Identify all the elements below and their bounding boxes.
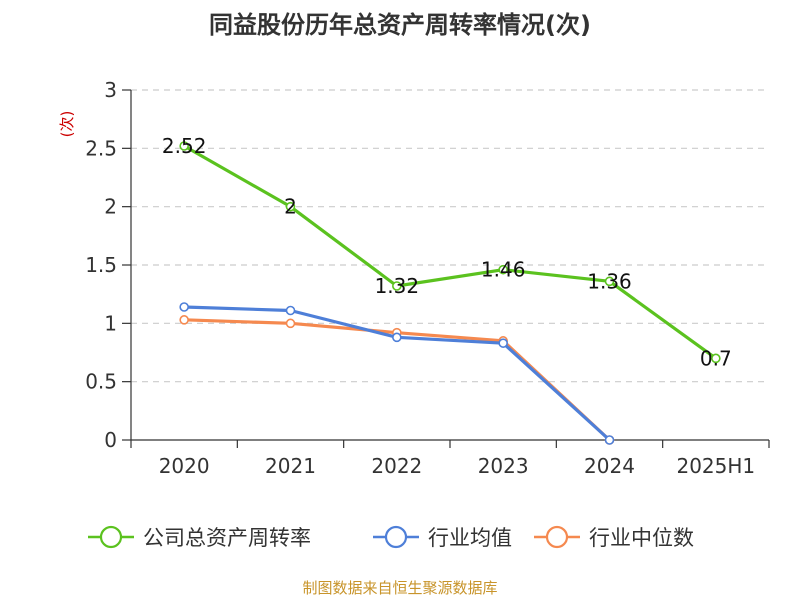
chart-title: 同益股份历年总资产周转率情况(次) bbox=[209, 11, 591, 39]
data-point bbox=[498, 338, 508, 348]
series-line-1 bbox=[184, 305, 611, 442]
data-label: 1.46 bbox=[481, 258, 526, 282]
legend-label: 行业中位数 bbox=[589, 526, 694, 550]
legend-marker bbox=[384, 525, 408, 549]
y-tick-label: 1.5 bbox=[85, 253, 117, 277]
x-tick-label: 2024 bbox=[584, 454, 635, 478]
y-tick-label: 2.5 bbox=[85, 136, 117, 160]
x-tick-label: 2025H1 bbox=[676, 454, 755, 478]
legend[interactable]: 公司总资产周转率 行业均值 行业中位数 bbox=[88, 525, 694, 550]
legend-item-0[interactable]: 公司总资产周转率 bbox=[88, 525, 311, 550]
legend-marker bbox=[99, 525, 123, 549]
y-tick-label: 0.5 bbox=[85, 370, 117, 394]
x-tick-label: 2023 bbox=[478, 454, 529, 478]
data-point bbox=[604, 435, 615, 445]
data-point bbox=[285, 305, 296, 316]
legend-marker bbox=[545, 525, 569, 549]
y-tick-label: 3 bbox=[104, 78, 117, 102]
data-labels: 2.52 2 1.32 1.46 1.36 0.7 bbox=[162, 134, 732, 370]
data-point bbox=[498, 264, 508, 275]
series-lines bbox=[179, 141, 721, 445]
y-tick-label: 1 bbox=[104, 311, 117, 335]
x-tick-label: 2022 bbox=[371, 454, 422, 478]
data-label: 2.52 bbox=[162, 134, 207, 158]
data-point bbox=[179, 302, 189, 312]
legend-label: 公司总资产周转率 bbox=[143, 526, 311, 550]
y-axis-unit-label: (次) bbox=[58, 111, 76, 138]
data-point bbox=[392, 332, 402, 343]
data-point bbox=[285, 201, 296, 212]
x-tick-label: 2021 bbox=[265, 454, 316, 478]
legend-label: 行业均值 bbox=[428, 526, 512, 550]
legend-item-1[interactable]: 行业均值 bbox=[373, 525, 512, 550]
data-label: 0.7 bbox=[700, 346, 732, 370]
data-point bbox=[604, 276, 615, 287]
y-tick-label: 0 bbox=[104, 428, 117, 452]
data-label: 2 bbox=[284, 195, 297, 219]
data-label: 1.32 bbox=[375, 274, 420, 298]
data-label: 1.36 bbox=[587, 269, 632, 293]
data-point bbox=[711, 353, 721, 364]
axes: 0 0.5 1 1.5 2 2.5 3 2020 2021 2022 2023 2024 2025H1 bbox=[85, 78, 770, 478]
series-line-0 bbox=[183, 144, 717, 360]
data-point bbox=[285, 318, 296, 329]
x-tick-label: 2020 bbox=[159, 454, 210, 478]
legend-item-2[interactable]: 行业中位数 bbox=[534, 525, 694, 550]
data-point bbox=[392, 281, 402, 291]
grid-lines bbox=[131, 89, 769, 383]
data-point bbox=[179, 141, 189, 151]
source-note: 制图数据来自恒生聚源数据库 bbox=[302, 579, 497, 597]
y-tick-label: 2 bbox=[104, 195, 117, 219]
data-point bbox=[179, 315, 189, 325]
